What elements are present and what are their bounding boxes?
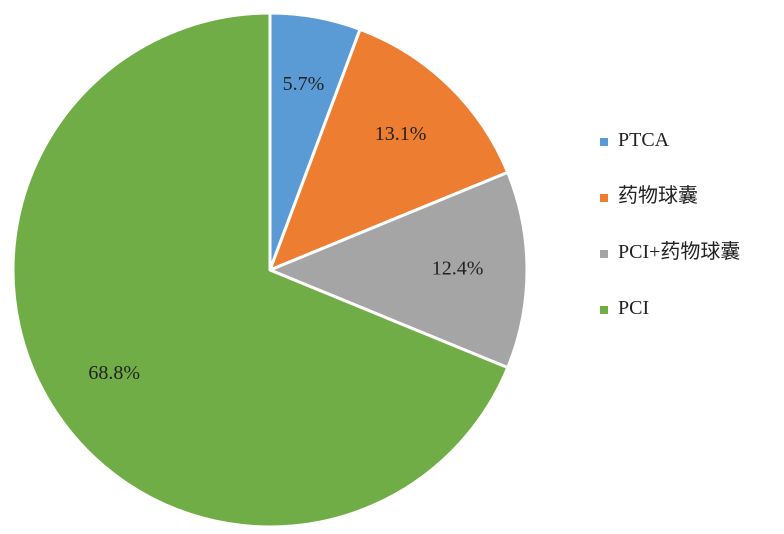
data-label-slice-1: 13.1% [375, 123, 427, 145]
data-label-pci-2: 12.4% [432, 258, 484, 280]
legend-item-pci-drug-balloon: PCI+药物球囊 [600, 240, 780, 264]
legend-label-drug-balloon: 药物球囊 [618, 185, 698, 207]
legend-item-ptca: PTCA [600, 128, 780, 152]
pie-slices [11, 11, 529, 529]
legend-item-pci: PCI [600, 296, 780, 320]
data-label-pci-3: 68.8% [88, 362, 140, 384]
legend-label-pci: PCI [618, 297, 650, 319]
pie-data-labels: 5.7% 13.1% 12.4% 68.8% [88, 73, 483, 384]
pie-slice-slice-1 [268, 27, 510, 272]
legend-swatch-ptca [600, 138, 608, 146]
pie-slice-pci-2 [268, 170, 529, 370]
data-label-ptca-0: 5.7% [283, 73, 325, 95]
legend-swatch-drug-balloon [600, 194, 608, 202]
legend-label-ptca: PTCA [618, 129, 670, 151]
legend-swatch-pci-drug-balloon [600, 250, 608, 258]
legend-swatch-pci [600, 306, 608, 314]
chart-legend: PTCA 药物球囊 PCI+药物球囊 PCI [600, 128, 780, 352]
legend-item-drug-balloon: 药物球囊 [600, 184, 780, 208]
pie-slice-pci-3 [11, 11, 510, 529]
legend-label-pci-drug-balloon: PCI+药物球囊 [618, 241, 741, 263]
